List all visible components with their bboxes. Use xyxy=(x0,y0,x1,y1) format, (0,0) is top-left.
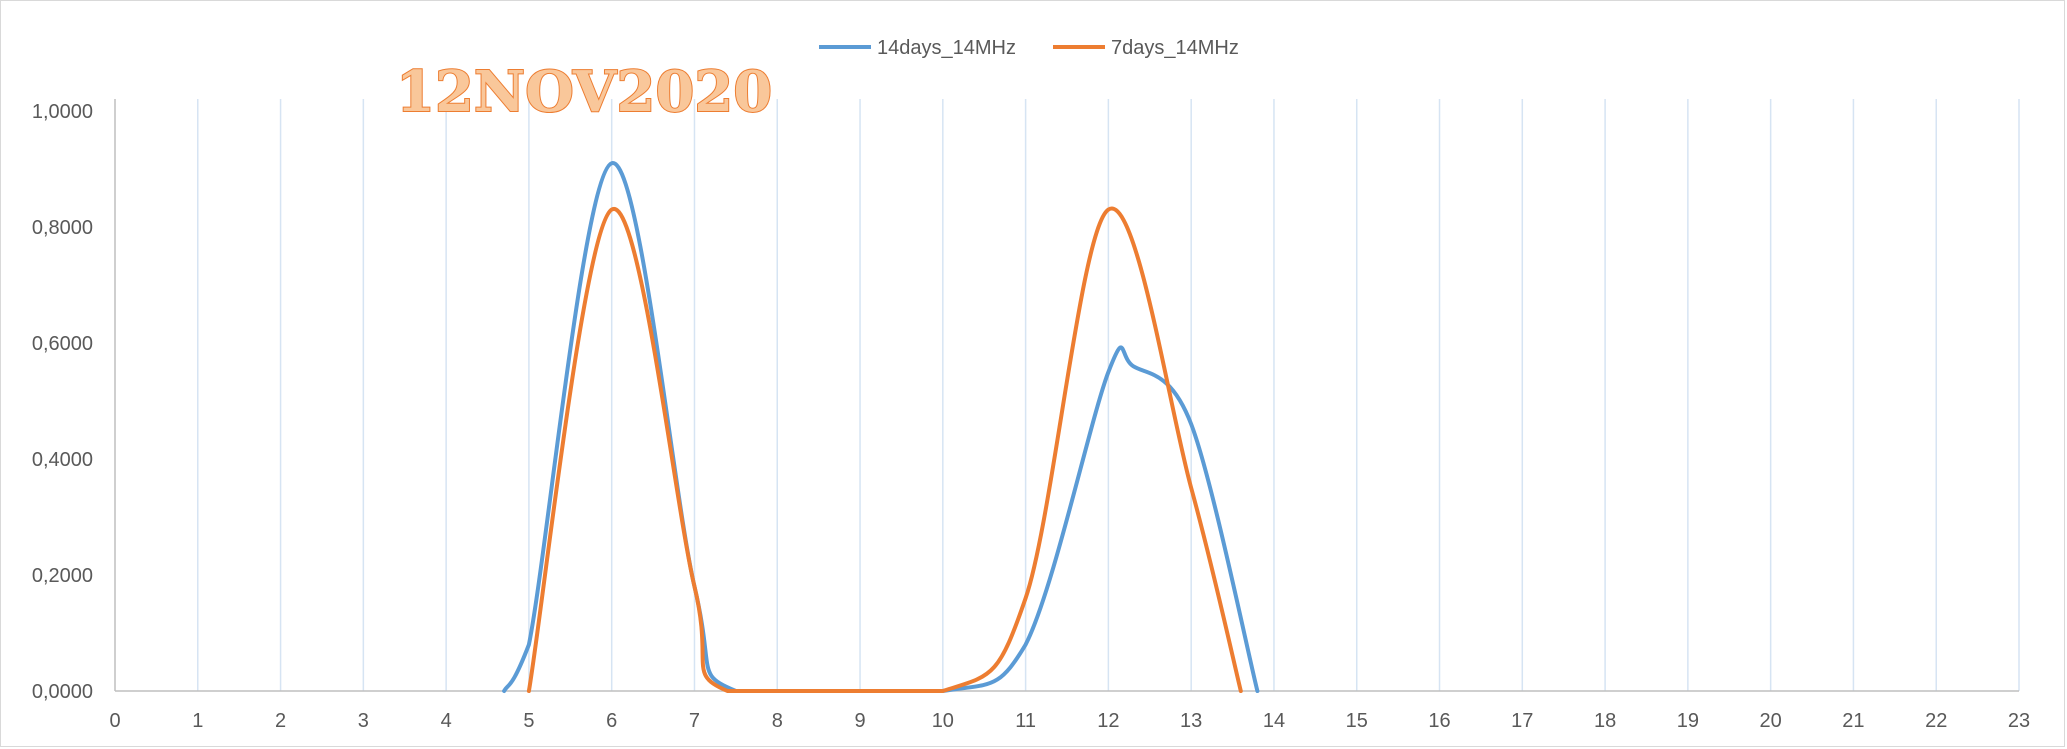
legend: 14days_14MHz 7days_14MHz xyxy=(819,37,1239,59)
y-tick-label: 0,8000 xyxy=(32,217,93,239)
x-tick-label: 11 xyxy=(1015,710,1036,732)
x-tick-label: 2 xyxy=(275,710,286,732)
legend-label: 14days_14MHz xyxy=(877,37,1016,59)
chart-title: 12NOV2020 xyxy=(396,59,772,125)
grid-lines xyxy=(197,99,2020,691)
x-tick-label: 23 xyxy=(2008,710,2030,732)
series-line-14days_14MHz xyxy=(502,161,1260,694)
x-tick-label: 16 xyxy=(1428,710,1450,732)
x-tick-label: 3 xyxy=(358,710,369,732)
x-tick-label: 0 xyxy=(109,710,120,732)
x-tick-label: 4 xyxy=(441,710,452,732)
x-tick-label: 12 xyxy=(1097,710,1119,732)
x-tick-label: 7 xyxy=(689,710,700,732)
x-tick-label: 9 xyxy=(854,710,865,732)
x-tick-label: 10 xyxy=(932,710,954,732)
x-tick-label: 13 xyxy=(1180,710,1202,732)
y-tick-label: 1,0000 xyxy=(32,101,93,123)
y-tick-label: 0,4000 xyxy=(32,449,93,471)
x-tick-label: 8 xyxy=(772,710,783,732)
x-tick-label: 19 xyxy=(1677,710,1699,732)
x-tick-label: 17 xyxy=(1511,710,1533,732)
axes: 0 1 2 3 4 5 6 7 8 9 10 11 12 13 14 15 16 17 18 19 20 21 22 230,… xyxy=(32,99,2030,732)
x-tick-label: 14 xyxy=(1263,710,1285,732)
x-tick-label: 22 xyxy=(1925,710,1947,732)
y-tick-label: 0,0000 xyxy=(32,681,93,703)
y-tick-label: 0,2000 xyxy=(32,565,93,587)
series-lines xyxy=(502,161,1260,694)
x-tick-label: 21 xyxy=(1842,710,1864,732)
x-tick-label: 15 xyxy=(1346,710,1368,732)
x-tick-label: 18 xyxy=(1594,710,1616,732)
y-tick-label: 0,6000 xyxy=(32,333,93,355)
legend-label: 7days_14MHz xyxy=(1111,37,1239,59)
x-tick-label: 5 xyxy=(523,710,534,732)
x-tick-label: 1 xyxy=(192,710,203,732)
x-tick-label: 20 xyxy=(1760,710,1782,732)
x-tick-label: 6 xyxy=(606,710,617,732)
series-line-7days_14MHz xyxy=(526,206,1243,694)
